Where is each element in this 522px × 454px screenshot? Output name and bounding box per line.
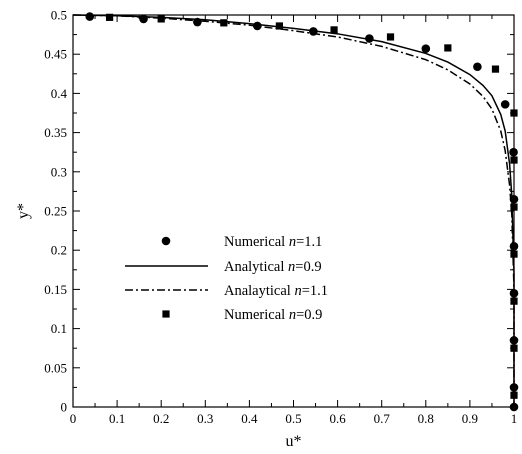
plot-frame	[72, 14, 515, 408]
legend-label-value: =0.9	[296, 307, 322, 323]
y-tick-label: 0.45	[44, 47, 67, 62]
x-tick-label: 0.1	[109, 411, 125, 426]
x-tick-label: 1	[511, 411, 518, 426]
y-tick-label: 0.25	[44, 204, 67, 219]
legend-symbol-circle	[161, 236, 171, 246]
legend-label-value: =1.1	[302, 283, 328, 299]
legend-label: Numerical n=1.1	[224, 234, 322, 250]
x-tick-label: 0.9	[462, 411, 478, 426]
series-lines	[72, 14, 515, 407]
series-line-1	[72, 14, 515, 407]
y-tick-label: 0.2	[51, 243, 67, 258]
legend-label: Numerical n=0.9	[224, 307, 322, 323]
data-point-circle	[309, 27, 318, 36]
legend-label-variable: n	[289, 234, 296, 250]
legend-label-prefix: Analytical	[224, 259, 288, 275]
y-tick-label: 0.35	[44, 125, 67, 140]
y-tick-label: 0.15	[44, 282, 67, 297]
legend-label-value: =0.9	[295, 259, 321, 275]
series-markers	[85, 12, 519, 412]
legend-label-prefix: Numerical	[224, 234, 289, 250]
y-axis-title: y*	[15, 203, 32, 219]
legend-label-prefix: Analaytical	[224, 283, 294, 299]
y-tick-label: 0.1	[51, 321, 67, 336]
legend-label: Analytical n=0.9	[224, 259, 322, 275]
x-tick-label: 0	[70, 411, 77, 426]
legend-label-variable: n	[294, 283, 301, 299]
data-point-circle	[500, 100, 510, 109]
data-point-circle	[193, 17, 202, 27]
data-point-circle	[421, 44, 431, 54]
data-point-square	[275, 22, 283, 30]
data-point-circle	[253, 21, 262, 31]
y-tick-label: 0.4	[51, 86, 68, 101]
y-axis: 0 0.05 0.1 0.15 0.2 0.25 0.3 0.35 0.4 0.45 0.5	[44, 8, 514, 415]
y-tick-label: 0.05	[44, 360, 67, 375]
x-axis: 0 0.1 0.2 0.3 0.4 0.5 0.6 0.7 0.8 0.9 1	[70, 15, 518, 426]
legend-label-prefix: Numerical	[224, 307, 289, 323]
data-point-square	[444, 44, 452, 52]
y-tick-label: 0	[61, 400, 68, 415]
legend-label: Analaytical n=1.1	[224, 283, 328, 299]
legend-label-value: =1.1	[296, 234, 322, 250]
x-tick-label: 0.3	[197, 411, 213, 426]
y-tick-label: 0.3	[51, 164, 67, 179]
data-point-square	[386, 33, 395, 41]
legend-label-variable: n	[288, 259, 295, 275]
x-tick-label: 0.6	[329, 411, 346, 426]
data-point-square	[220, 19, 228, 27]
data-point-circle	[85, 12, 95, 21]
x-tick-label: 0.4	[241, 411, 258, 426]
legend-label-variable: n	[289, 307, 296, 323]
x-tick-label: 0.8	[418, 411, 434, 426]
data-point-circle	[365, 34, 374, 43]
data-point-circle	[473, 62, 482, 72]
data-point-square	[106, 13, 114, 21]
x-tick-label: 0.5	[285, 411, 301, 426]
data-point-circle	[139, 14, 148, 24]
x-axis-title: u*	[286, 433, 302, 450]
y-tick-label: 0.5	[51, 8, 67, 23]
x-tick-label: 0.7	[374, 411, 391, 426]
series-line-2	[72, 14, 515, 407]
data-point-square	[330, 26, 338, 34]
data-point-square	[491, 65, 500, 73]
x-tick-label: 0.2	[153, 411, 169, 426]
legend-symbol-square	[162, 310, 170, 318]
